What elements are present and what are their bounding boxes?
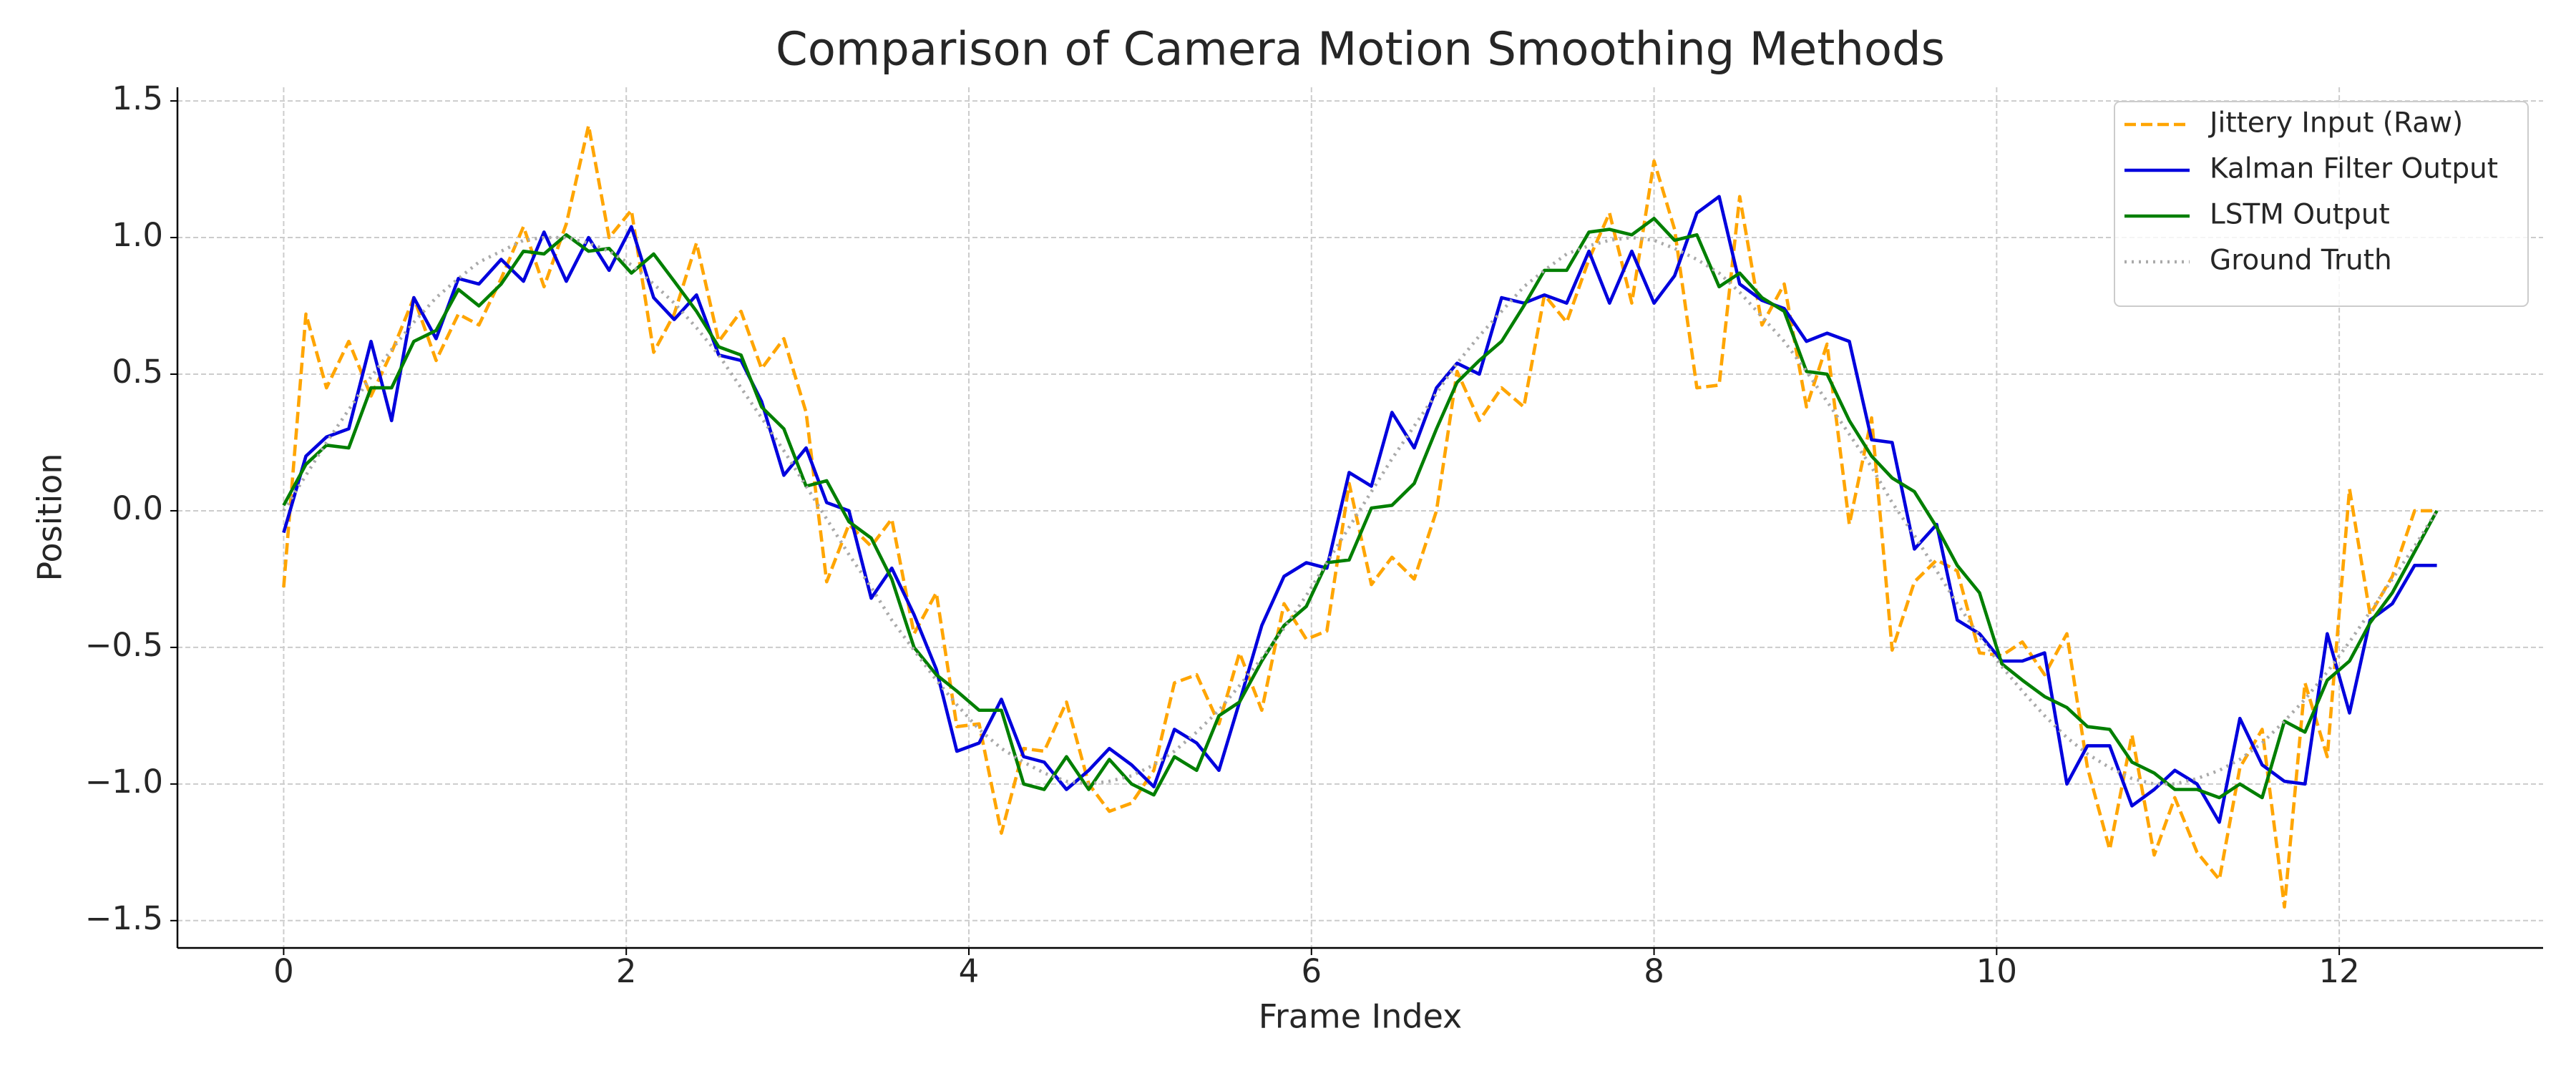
series-line [282,217,2439,800]
x-tick-label: 8 [1644,952,1664,990]
y-axis-label: Position [31,453,69,581]
legend: Jittery Input (Raw) Kalman Filter Output L… [2114,101,2529,307]
x-tick-label: 2 [616,952,637,990]
x-tick-label: 0 [273,952,294,990]
legend-label: Jittery Input (Raw) [2207,107,2463,140]
y-tick-label: −0.5 [85,626,163,664]
x-tick-label: 4 [959,952,980,990]
y-tick-label: 1.5 [112,79,163,117]
x-axis-label: Frame Index [1259,997,1463,1036]
chart-title: Comparison of Camera Motion Smoothing Me… [776,24,1945,77]
y-tick-label: 0.0 [112,489,163,527]
y-tick-label: 1.0 [112,216,163,254]
y-tick-label: −1.5 [85,899,163,937]
series-line [282,235,2439,786]
legend-box [2114,101,2529,307]
legend-label: LSTM Output [2210,199,2390,231]
y-tick-label: 0.5 [112,353,163,391]
plot-lines [282,124,2439,909]
x-tick-label: 10 [1976,952,2017,990]
y-tick-label: −1.0 [85,763,163,801]
legend-label: Ground Truth [2210,245,2392,277]
x-tick-label: 6 [1301,952,1322,990]
x-tick-label: 12 [2318,952,2359,990]
axes: 0 2 4 6 8 10 12 −1.5 −1.0 −0.5 0.0 0.5 1.0 1.5 [85,79,2543,990]
legend-label: Kalman Filter Output [2210,153,2498,185]
